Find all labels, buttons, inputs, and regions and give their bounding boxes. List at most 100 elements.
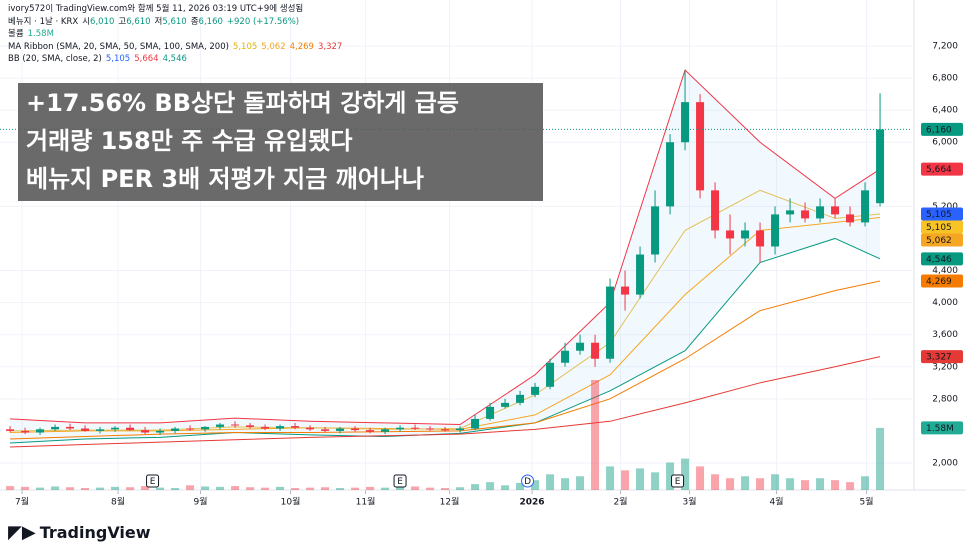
event-label: D — [524, 477, 531, 487]
change: +920 (+17.56%) — [226, 16, 300, 27]
x-tick-label: 2026 — [520, 498, 545, 508]
volume-bar — [606, 466, 615, 490]
candle-body — [696, 102, 705, 191]
price-badge-label: 6,160 — [926, 125, 952, 135]
event-label: E — [150, 477, 156, 487]
volume-bar — [741, 476, 750, 490]
y-tick-label: 6,800 — [932, 74, 958, 84]
legend-header: ivory572이 TradingView.com와 함께 5월 11, 202… — [8, 3, 346, 66]
x-tick-label: 11월 — [356, 496, 376, 508]
price-badge — [921, 122, 963, 136]
candle-body — [756, 230, 765, 247]
volume-bar — [666, 462, 675, 490]
candle-body — [651, 206, 660, 255]
bb-label: BB (20, SMA, close, 2) — [8, 54, 102, 64]
volume-bar — [246, 487, 255, 490]
volume-bar — [381, 487, 390, 490]
candle-body — [501, 402, 510, 407]
volume-bar — [681, 458, 690, 490]
y-tick-label: 7,200 — [932, 42, 958, 52]
candle-body — [471, 418, 480, 429]
candle-body — [591, 342, 600, 359]
price-badge-label: 5,664 — [926, 165, 952, 175]
ohlc-key: 시 — [82, 16, 91, 27]
logo[interactable]: ◤▶ TradingView — [8, 522, 151, 543]
candle-body — [561, 350, 570, 363]
ma-ribbon-row: MA Ribbon (SMA, 20, SMA, 50, SMA, 100, S… — [8, 41, 346, 54]
candle-body — [336, 428, 345, 431]
candle-body — [801, 210, 810, 219]
price-badge — [921, 350, 963, 364]
volume-bar — [351, 487, 360, 490]
volume-bar — [141, 486, 150, 490]
volume-bar — [291, 488, 300, 490]
event-marker — [671, 474, 685, 488]
volume-bar — [801, 480, 810, 490]
volume-bar — [321, 487, 330, 490]
y-tick-label: 6,000 — [932, 138, 958, 148]
bb-row: BB (20, SMA, close, 2) 5,105 5,664 4,546 — [8, 53, 346, 66]
x-tick-label: 9월 — [194, 496, 208, 508]
candle-body — [201, 426, 210, 430]
price-badge-label: 5,062 — [926, 236, 952, 246]
event-marker — [393, 474, 407, 488]
ohlc-key: 고 — [118, 16, 127, 27]
logo-text: TradingView — [39, 523, 151, 542]
ma-value: 3,327 — [317, 41, 343, 52]
price-badge — [921, 274, 963, 288]
volume-bar — [816, 478, 825, 490]
x-tick-label: 12월 — [440, 496, 460, 508]
volume-bar — [156, 487, 165, 490]
volume-bar — [81, 488, 90, 490]
volume-bar — [516, 482, 525, 490]
candle-body — [681, 102, 690, 143]
candle-body — [36, 429, 45, 433]
candle-body — [786, 210, 795, 215]
candle-body — [546, 362, 555, 387]
candle-body — [531, 386, 540, 395]
y-tick-label: 6,400 — [932, 106, 958, 116]
volume-bar — [396, 487, 405, 490]
volume-bar — [771, 474, 780, 490]
price-badge-label: 5,105 — [926, 210, 952, 220]
symbol-row: 베뉴지 · 1날 · KRX 시6,010 고6,610 저5,610 종6,160 +9… — [8, 16, 346, 29]
volume-bar — [531, 480, 540, 490]
volume-bar — [216, 486, 225, 490]
volume-bar — [171, 488, 180, 490]
volume-bar — [486, 482, 495, 490]
candle-body — [636, 254, 645, 295]
candle-body — [66, 426, 75, 429]
volume-bar — [426, 487, 435, 490]
volume-bar — [456, 487, 465, 490]
candle-body — [81, 428, 90, 431]
indicator-line — [10, 69, 881, 426]
volume-bar — [636, 468, 645, 490]
candle-body — [246, 425, 255, 427]
volume-bar — [441, 488, 450, 490]
volume-row: 볼륨 1.58M — [8, 28, 346, 41]
candle-body — [156, 430, 165, 433]
candle-body — [411, 427, 420, 429]
candle-body — [21, 430, 30, 433]
headline-overlay: +17.56% BB상단 돌파하며 강하게 급등 거래량 158만 주 수급 유입… — [18, 83, 543, 201]
candle-body — [351, 428, 360, 431]
volume-bar — [276, 486, 285, 490]
x-tick-label: 5월 — [860, 496, 874, 508]
event-label: E — [397, 477, 403, 487]
volume-bar — [36, 487, 45, 490]
volume-bar — [261, 487, 270, 490]
candle-body — [456, 428, 465, 431]
candle-body — [171, 428, 180, 431]
candle-body — [321, 429, 330, 431]
candle-body — [516, 394, 525, 403]
candle-body — [711, 190, 720, 231]
price-badge-label: 4,546 — [926, 255, 952, 265]
symbol: 베뉴지 · 1날 · KRX — [8, 16, 79, 27]
volume-bar — [501, 485, 510, 490]
indicator-line — [10, 280, 881, 440]
ohlc-value: 6,610 — [126, 16, 151, 27]
candle-body — [726, 230, 735, 239]
candle-body — [396, 427, 405, 430]
x-tick-label: 8월 — [111, 496, 125, 508]
price-badge — [921, 207, 963, 221]
